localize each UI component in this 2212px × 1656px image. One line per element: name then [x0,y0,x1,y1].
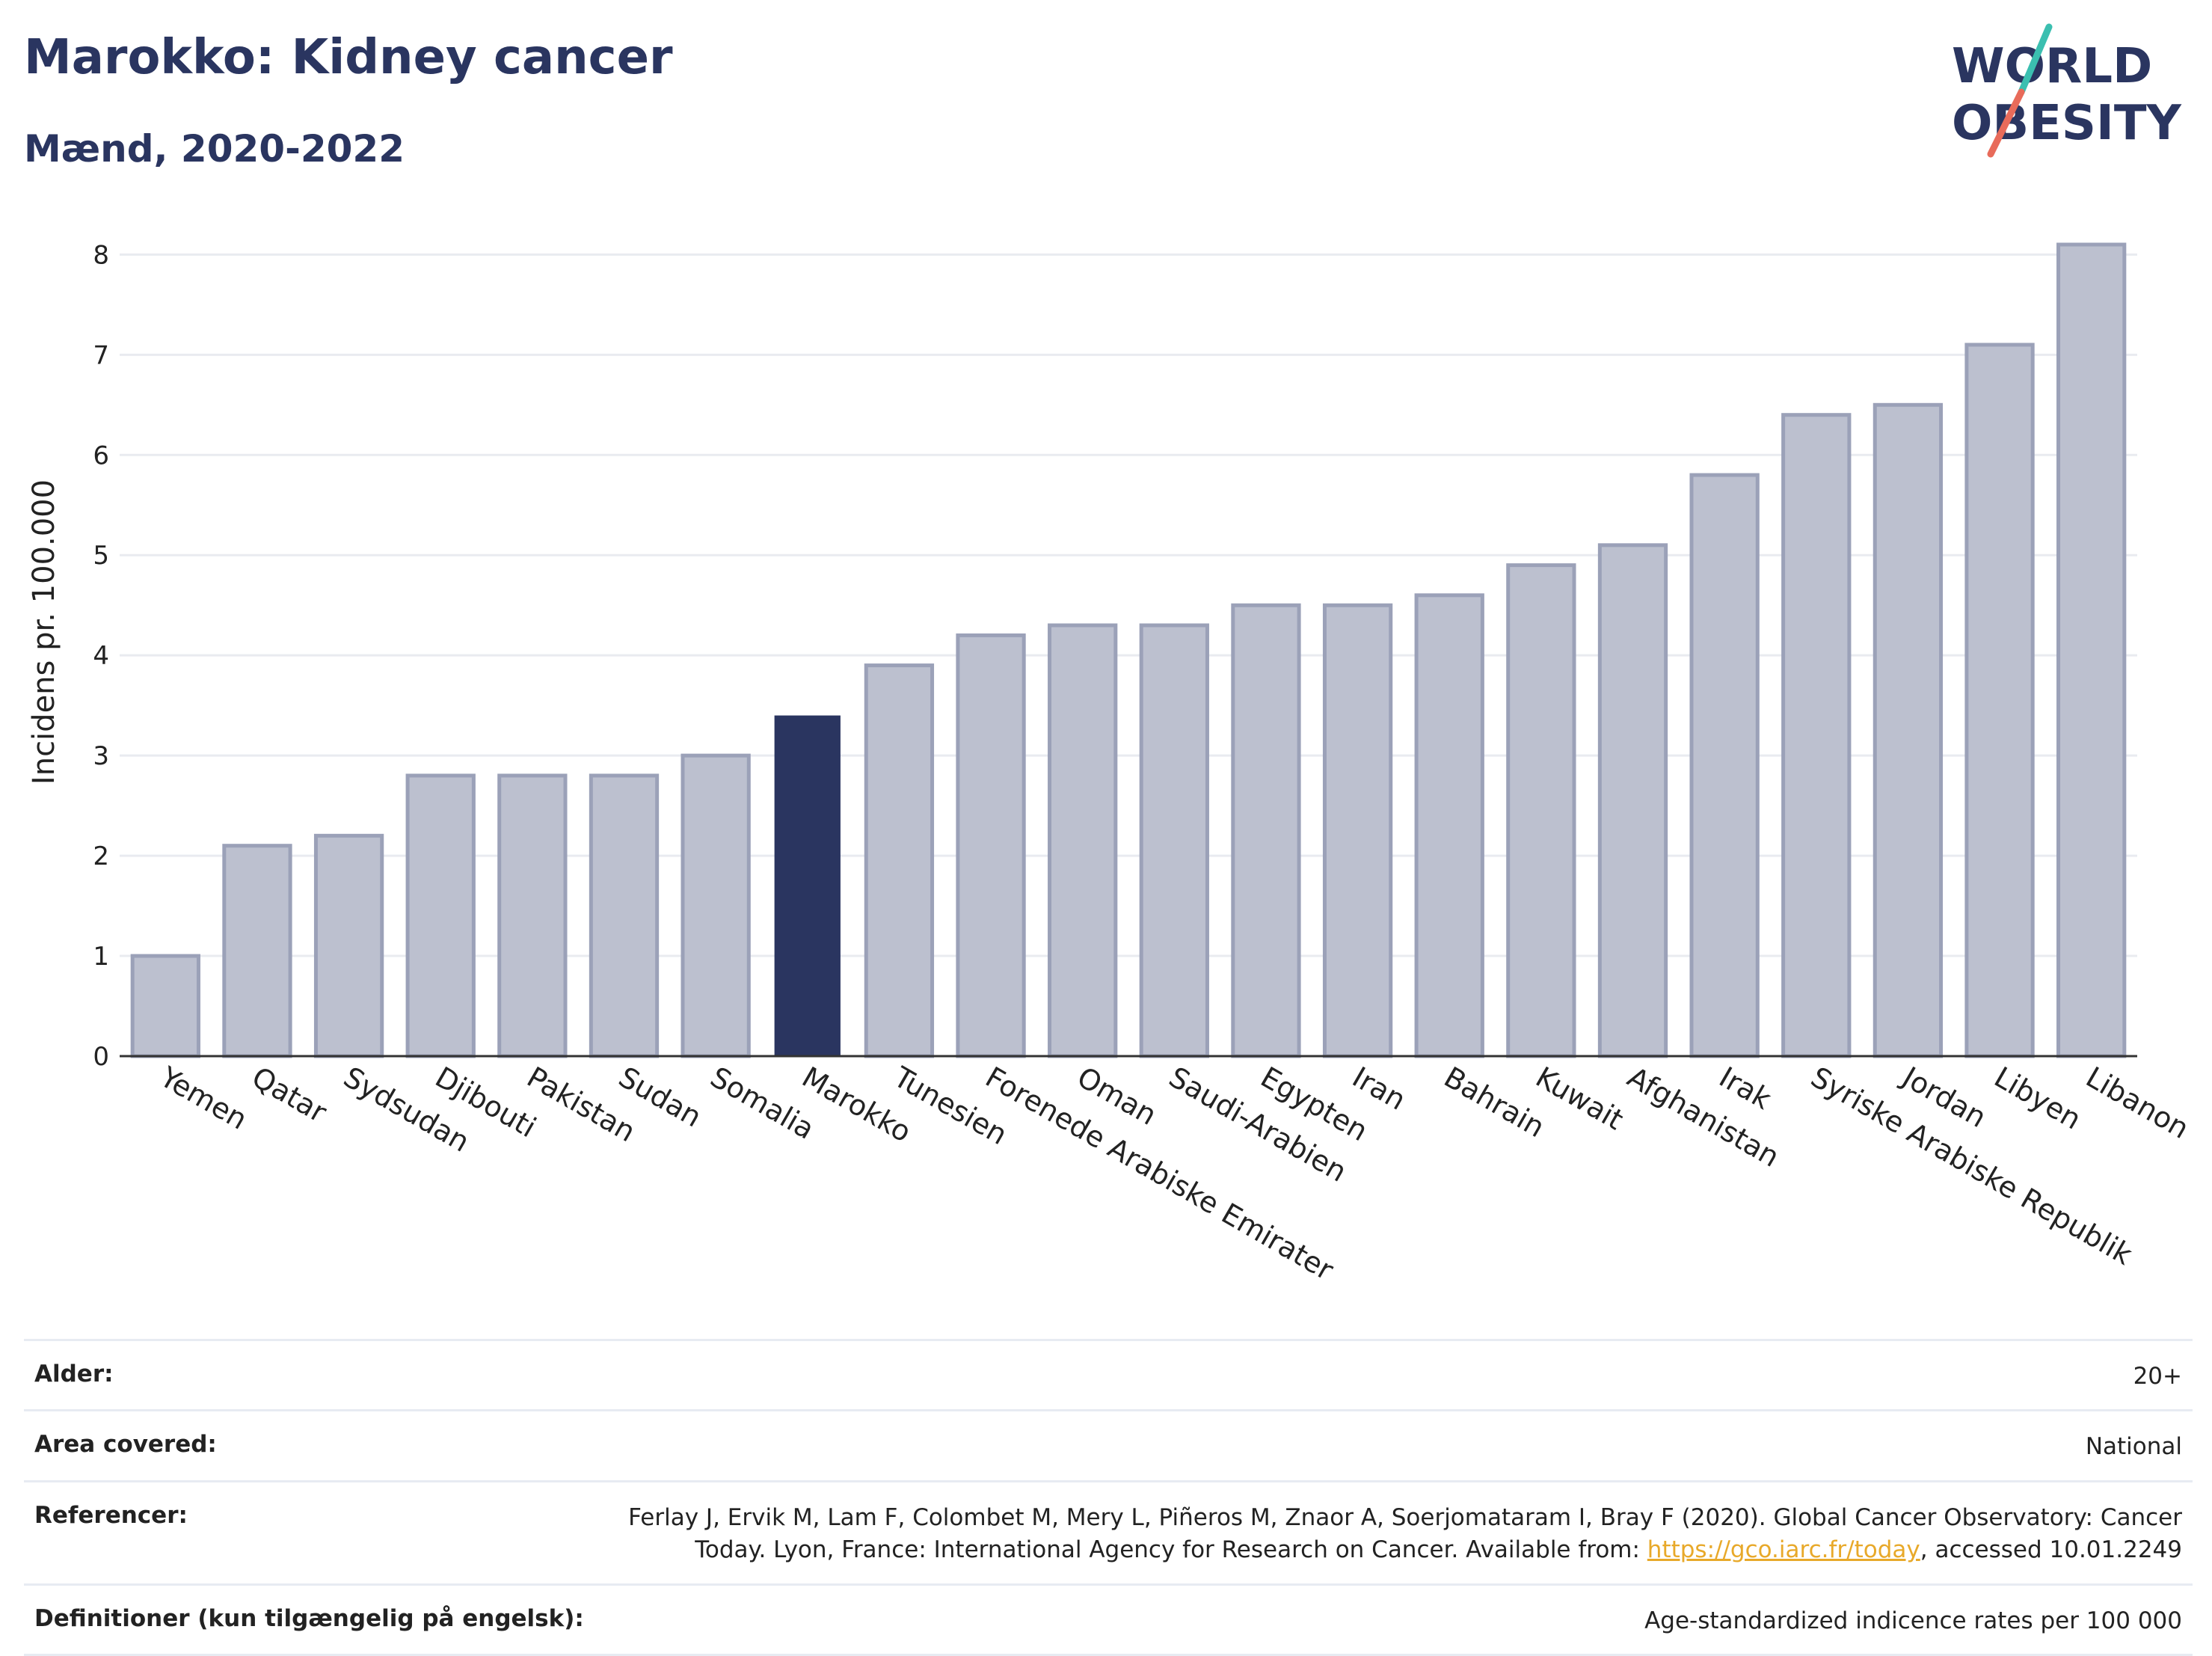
meta-row-references: Referencer: Ferlay J, Ervik M, Lam F, Co… [24,1479,2193,1583]
y-tick-label: 0 [93,1042,109,1072]
bar-sudan [589,773,660,1058]
bar-pakistan [497,773,568,1058]
meta-row-area: Area covered: National [24,1409,2193,1479]
reference-text-end: , accessed 10.01.2249 [1920,1536,2182,1564]
x-tick-label: Yemen [154,1060,253,1136]
bar-forenede-arabiske-emirater [956,633,1026,1058]
meta-value: Ferlay J, Ervik M, Lam F, Colombet M, Me… [612,1502,2182,1567]
y-tick-label: 2 [93,841,109,871]
y-tick-label: 3 [93,741,109,771]
svg-text:WORLD: WORLD [1952,39,2152,94]
world-obesity-logo: WORLD OBESITY [1952,23,2181,158]
bar-bahrain [1414,593,1484,1058]
bar-libanon [2056,242,2127,1058]
x-tick-label: Kuwait [1530,1061,1629,1137]
reference-link[interactable]: https://gco.iarc.fr/today [1647,1536,1920,1564]
bar-oman [1048,623,1118,1058]
y-tick-label: 8 [93,240,109,270]
bar-djibouti [405,773,476,1058]
x-tick-label: Qatar [246,1061,332,1129]
bar-egypten [1231,603,1301,1058]
x-tick-label: Somalia [705,1061,820,1146]
bar-saudi-arabien [1139,623,1209,1058]
meta-value: 20+ [2133,1363,2182,1390]
bar-irak [1689,473,1760,1058]
bar-yemen [130,954,200,1058]
reference-text: Ferlay J, Ervik M, Lam F, Colombet M, Me… [628,1503,2182,1564]
bar-syriske-arabiske-republik [1781,413,1852,1058]
chart-title: Marokko: Kidney cancer [24,30,673,85]
bar-jordan [1872,402,1944,1058]
bar-tunesien [864,663,935,1058]
meta-row-definitions: Definitioner (kun tilgængelig på engelsk… [24,1583,2193,1656]
bar-sydsudan [313,833,384,1058]
bar-libyen [1964,343,2035,1058]
meta-row-age: Alder: 20+ [24,1339,2193,1409]
meta-value: Age-standardized indicence rates per 100… [1644,1607,2182,1634]
meta-label: Referencer: [34,1501,188,1529]
y-axis-title: Incidens pr. 100.000 [27,479,61,785]
bar-marokko [774,715,841,1056]
svg-text:OBESITY: OBESITY [1952,96,2181,151]
bar-afghanistan [1597,543,1668,1058]
bar-somalia [681,753,751,1058]
chart-subtitle: Mænd, 2020-2022 [24,127,405,171]
y-tick-label: 5 [93,541,109,571]
x-tick-label: Libanon [2080,1061,2194,1145]
bar-qatar [222,844,292,1058]
y-tick-label: 1 [93,942,109,972]
bar-kuwait [1506,563,1576,1058]
y-tick-label: 6 [93,441,109,470]
x-tick-label: Iran [1347,1061,1411,1117]
meta-value: National [2085,1433,2182,1461]
meta-label: Alder: [34,1361,114,1387]
x-tick-label: Libyen [1989,1061,2087,1136]
metadata-table: Alder: 20+ Area covered: National Refere… [24,1339,2193,1656]
x-tick-label: Bahrain [1439,1061,1550,1144]
meta-label: Area covered: [34,1431,217,1459]
bar-iran [1322,603,1393,1058]
y-tick-label: 7 [93,340,109,370]
bars [130,242,2127,1058]
x-tick-label: Irak [1714,1061,1777,1116]
meta-label: Definitioner (kun tilgængelig på engelsk… [34,1604,584,1632]
y-tick-label: 4 [93,641,109,671]
